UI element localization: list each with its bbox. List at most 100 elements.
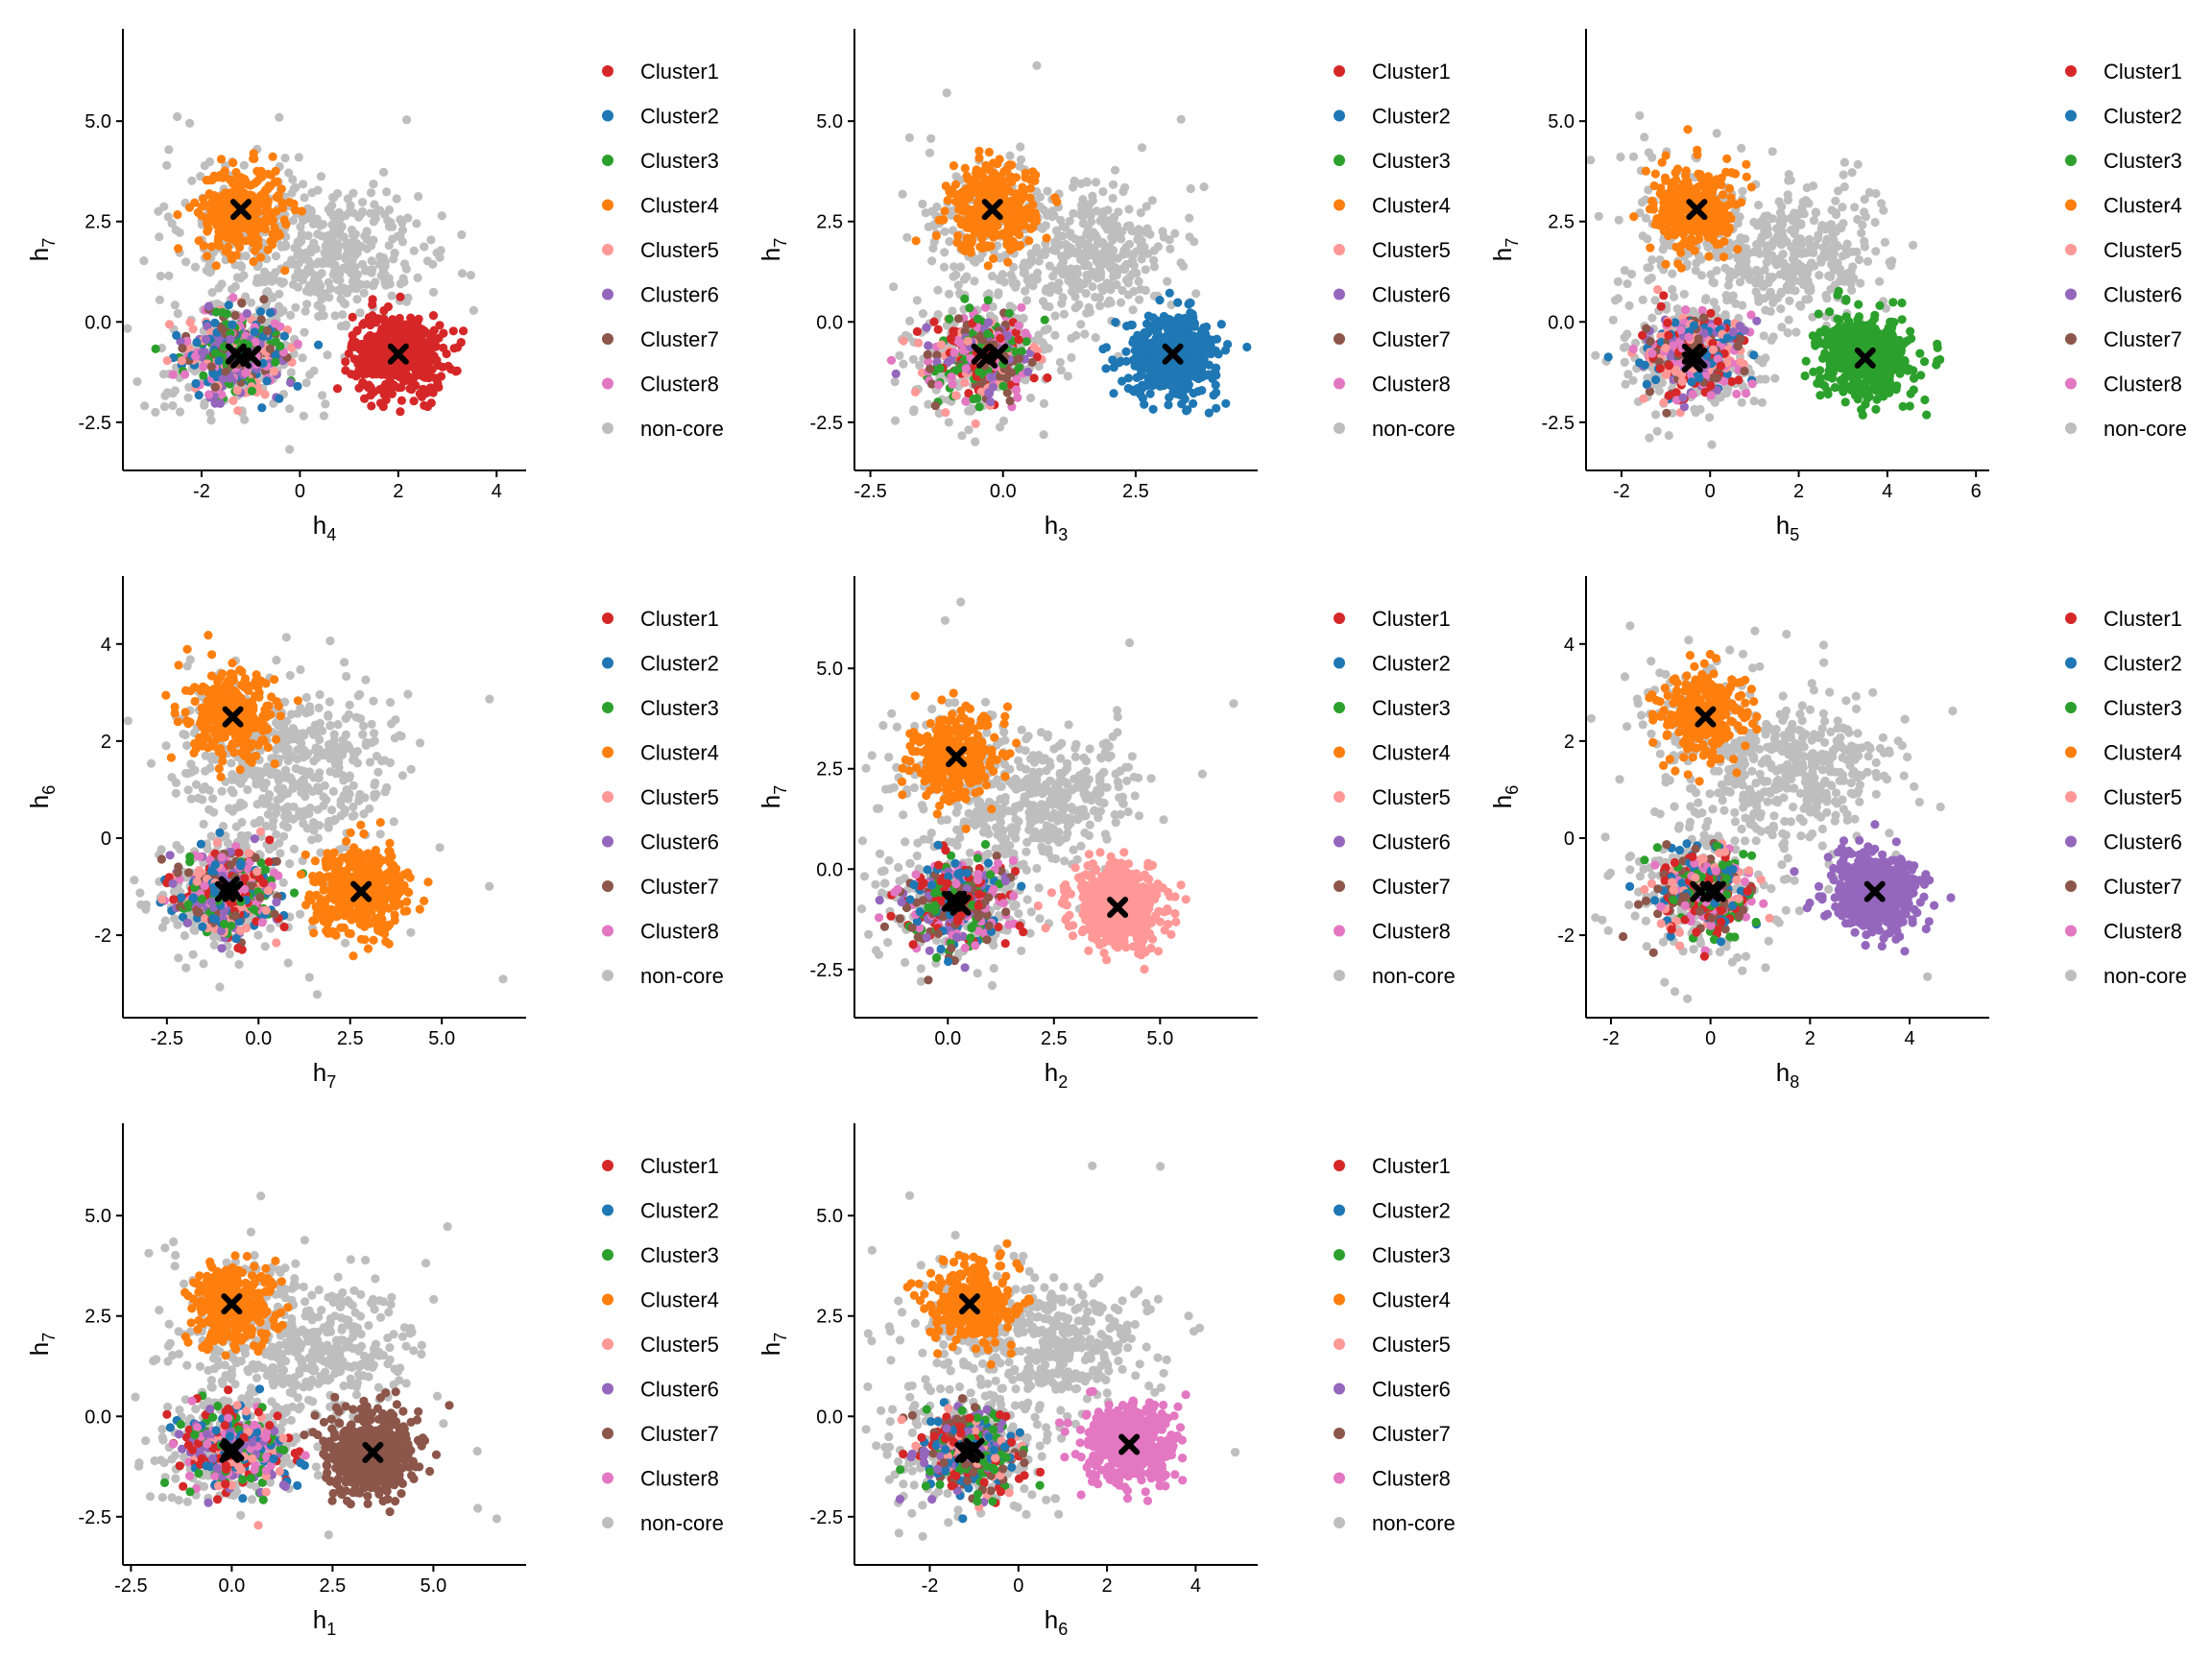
data-point-non-core bbox=[1070, 249, 1080, 258]
data-point-non-core bbox=[351, 284, 361, 294]
data-point-non-core bbox=[1837, 223, 1846, 233]
data-point-non-core bbox=[1616, 152, 1625, 162]
data-point-cluster2 bbox=[191, 378, 201, 389]
legend-label-cluster3: Cluster3 bbox=[640, 149, 719, 173]
legend-label-cluster2: Cluster2 bbox=[1372, 105, 1451, 129]
data-point-non-core bbox=[168, 389, 178, 398]
data-point-non-core bbox=[383, 216, 393, 226]
data-point-non-core bbox=[1735, 212, 1744, 222]
legend-label-cluster7: Cluster7 bbox=[640, 327, 719, 351]
data-point-non-core bbox=[332, 239, 343, 249]
data-point-non-core bbox=[1767, 335, 1776, 345]
scatter-panel-3: -2 0 2 4 6-2.50.02.55.0h5h7Cluster1Cluster2C… bbox=[1488, 29, 2187, 544]
data-point-cluster4 bbox=[226, 250, 235, 259]
data-point-cluster1 bbox=[420, 400, 429, 410]
data-point-non-core bbox=[319, 311, 328, 321]
data-point-cluster1 bbox=[354, 383, 364, 393]
data-point-non-core bbox=[1069, 208, 1078, 218]
data-point-cluster8 bbox=[1747, 379, 1757, 389]
data-point-non-core bbox=[1057, 299, 1067, 308]
data-point-non-core bbox=[1025, 393, 1036, 403]
data-point-non-core bbox=[1827, 205, 1837, 215]
data-point-cluster5 bbox=[941, 408, 950, 418]
data-point-cluster4 bbox=[249, 256, 258, 267]
data-point-non-core bbox=[1737, 143, 1746, 153]
data-point-non-core bbox=[1108, 214, 1118, 224]
data-point-non-core bbox=[305, 262, 315, 272]
data-point-non-core bbox=[204, 268, 214, 277]
points bbox=[1586, 110, 1945, 449]
data-point-non-core bbox=[1614, 215, 1623, 225]
data-point-cluster4 bbox=[964, 223, 974, 232]
data-point-cluster2 bbox=[1141, 344, 1151, 353]
data-point-cluster8 bbox=[199, 362, 208, 372]
data-point-non-core bbox=[382, 187, 392, 197]
data-point-cluster5 bbox=[164, 320, 175, 329]
data-point-non-core bbox=[953, 280, 963, 290]
data-point-cluster2 bbox=[194, 391, 204, 400]
data-point-non-core bbox=[183, 393, 193, 402]
data-point-cluster3 bbox=[1040, 315, 1049, 325]
data-point-non-core bbox=[1637, 198, 1647, 207]
data-point-non-core bbox=[349, 230, 358, 240]
data-point-non-core bbox=[457, 229, 467, 240]
data-point-non-core bbox=[1784, 315, 1793, 325]
data-point-non-core bbox=[352, 295, 362, 304]
data-point-non-core bbox=[898, 189, 907, 199]
data-point-non-core bbox=[1128, 305, 1138, 315]
data-point-cluster6 bbox=[986, 397, 996, 407]
data-point-cluster2 bbox=[1193, 369, 1203, 378]
data-point-cluster4 bbox=[250, 154, 259, 163]
data-point-non-core bbox=[1864, 187, 1874, 198]
data-point-cluster7 bbox=[206, 362, 216, 372]
data-point-cluster2 bbox=[1130, 361, 1140, 371]
data-point-cluster1 bbox=[996, 333, 1005, 343]
data-point-non-core bbox=[1811, 207, 1820, 217]
data-point-non-core bbox=[1076, 320, 1086, 329]
data-point-non-core bbox=[1770, 373, 1780, 383]
data-point-cluster4 bbox=[173, 210, 182, 220]
data-point-cluster1 bbox=[428, 388, 438, 397]
data-point-cluster1 bbox=[405, 374, 415, 384]
data-point-non-core bbox=[1749, 397, 1759, 406]
data-point-cluster1 bbox=[386, 329, 396, 339]
data-point-non-core bbox=[294, 259, 303, 269]
data-point-non-core bbox=[285, 445, 295, 454]
data-point-cluster3 bbox=[974, 402, 984, 412]
data-point-non-core bbox=[329, 193, 339, 203]
data-point-cluster2 bbox=[1109, 389, 1118, 398]
data-point-cluster4 bbox=[989, 253, 998, 263]
data-point-cluster4 bbox=[979, 229, 989, 239]
data-point-cluster2 bbox=[1220, 346, 1231, 355]
data-point-non-core bbox=[343, 194, 352, 204]
data-point-non-core bbox=[1071, 330, 1081, 341]
data-point-cluster1 bbox=[429, 325, 439, 335]
data-point-non-core bbox=[1011, 278, 1022, 289]
data-point-non-core bbox=[316, 172, 326, 181]
data-point-non-core bbox=[241, 252, 251, 261]
data-point-cluster4 bbox=[263, 196, 273, 206]
data-point-cluster4 bbox=[993, 180, 1002, 191]
data-point-non-core bbox=[369, 180, 378, 189]
data-point-cluster4 bbox=[1003, 257, 1013, 267]
data-point-cluster1 bbox=[368, 369, 377, 378]
data-point-non-core bbox=[185, 118, 195, 128]
data-point-cluster1 bbox=[409, 397, 419, 406]
data-point-non-core bbox=[1072, 301, 1082, 311]
data-point-cluster2 bbox=[1136, 372, 1145, 381]
data-point-cluster7 bbox=[217, 324, 227, 333]
data-point-non-core bbox=[1785, 296, 1794, 305]
data-point-non-core bbox=[928, 243, 938, 253]
data-point-non-core bbox=[173, 308, 182, 319]
data-point-cluster2 bbox=[1123, 383, 1133, 394]
points bbox=[886, 60, 1252, 446]
data-point-non-core bbox=[1594, 211, 1603, 221]
data-point-non-core bbox=[1909, 240, 1918, 250]
data-point-non-core bbox=[1668, 269, 1677, 278]
data-point-non-core bbox=[1870, 217, 1880, 228]
data-point-cluster1 bbox=[358, 320, 368, 329]
data-point-cluster8 bbox=[1014, 321, 1023, 330]
data-point-non-core bbox=[359, 288, 369, 298]
data-point-non-core bbox=[1121, 242, 1131, 252]
data-point-non-core bbox=[370, 200, 379, 209]
